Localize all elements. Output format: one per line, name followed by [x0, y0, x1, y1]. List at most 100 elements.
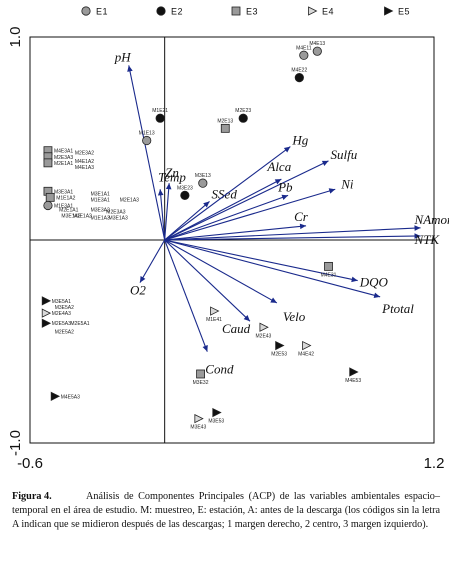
- score-point: M1E3A1: [43, 200, 73, 211]
- score-point: M1E13: [139, 131, 155, 146]
- score-point: M4E5A3: [50, 391, 80, 401]
- vector-label: O2: [130, 283, 146, 298]
- score-point: M2E5A2: [55, 329, 74, 335]
- point-label: M4E42: [298, 352, 314, 358]
- point-label: M2E53: [271, 352, 287, 358]
- point-label: M3E53: [208, 419, 224, 425]
- pca-biplot: E1 E2 E3 E4 E5 -0.6 1.21.0-1.0 pHTempZnSSedAl…: [7, 6, 449, 472]
- point-label: M1E3A1: [54, 203, 73, 209]
- score-point: M4E53: [345, 367, 361, 384]
- score-point: M3E32: [193, 369, 209, 386]
- vector-label: Hg: [291, 133, 308, 148]
- vector-ntk: NTK: [164, 232, 440, 247]
- legend-marker: [384, 6, 394, 16]
- vector-label: DQO: [359, 275, 389, 290]
- point-label: M3E1A2: [61, 214, 80, 220]
- caption-text: Análisis de Componentes Principales (ACP…: [12, 491, 440, 530]
- score-point: M2E1A1: [59, 208, 78, 214]
- point-marker: [324, 261, 333, 271]
- caption-label: Figura 4.: [12, 491, 52, 502]
- point-label: M3E13: [195, 173, 211, 179]
- point-label: M2E5A3: [52, 321, 71, 327]
- vector-label: Cond: [205, 362, 234, 377]
- score-point: M2E53: [271, 340, 287, 358]
- point-label: M1E1A2: [73, 214, 92, 220]
- score-point: M3E5A1: [41, 296, 71, 306]
- point-label: M4E1A2: [75, 159, 94, 165]
- score-point: M2E23: [235, 108, 251, 123]
- legend-item-e1: E1: [81, 6, 108, 17]
- point-marker: [41, 296, 52, 306]
- x-tick-label: 1.2: [424, 455, 445, 472]
- score-point: M2E3A3: [106, 210, 125, 216]
- point-marker: [194, 413, 204, 424]
- score-point: M1E1A3: [91, 216, 110, 222]
- score-point: M1E1A2: [73, 214, 92, 220]
- point-marker: [198, 178, 208, 188]
- vector-caud: Caud: [164, 239, 251, 336]
- point-label: M3E5A1: [52, 299, 71, 305]
- point-marker: [212, 407, 222, 418]
- vector-dqo: DQO: [164, 239, 389, 290]
- legend-item-e5: E5: [384, 6, 410, 17]
- point-marker: [45, 192, 55, 202]
- score-point: M2E43: [256, 322, 272, 339]
- vector-label: Velo: [283, 309, 306, 324]
- point-label: M2E5A2: [55, 329, 74, 335]
- point-marker: [41, 318, 52, 328]
- vector-ptotal: Ptotal: [164, 239, 414, 316]
- point-label: M4E53: [345, 378, 361, 384]
- score-point: M1E3A1: [91, 197, 110, 203]
- point-label: M1E21: [152, 108, 168, 114]
- score-point: M2E5A1: [70, 321, 89, 327]
- legend-item-e3: E3: [231, 7, 258, 17]
- score-point: M4E11: [296, 45, 312, 60]
- legend-label: E3: [246, 7, 258, 17]
- vector-temp: Temp: [157, 169, 186, 241]
- vector-label: pH: [114, 49, 132, 64]
- vector-ni: Ni: [164, 176, 354, 241]
- vector-cond: Cond: [164, 239, 234, 377]
- point-label: M3E1A3: [109, 216, 128, 222]
- score-point: M3E1A2: [61, 214, 80, 220]
- vector-pb: Pb: [164, 179, 293, 241]
- vector-label: NAmon: [414, 212, 449, 227]
- y-tick-label: -1.0: [7, 430, 24, 456]
- vector-label: Alca: [266, 159, 291, 174]
- vector-ph: pH: [114, 49, 166, 241]
- score-point: M2E5A3: [41, 318, 71, 328]
- vector-label: Zn: [165, 165, 179, 180]
- point-label: M2E5A1: [70, 321, 89, 327]
- score-point: M4E13: [309, 41, 325, 56]
- vector-label: Pb: [277, 179, 293, 194]
- figure-caption: Figura 4. Análisis de Componentes Princip…: [12, 490, 440, 532]
- score-point: M4E42: [298, 340, 314, 358]
- point-label: M4E13: [309, 41, 325, 47]
- vector-label: Temp: [158, 169, 186, 184]
- vector-label: Ni: [340, 176, 354, 191]
- point-marker: [238, 113, 248, 123]
- point-label: M1E41: [206, 317, 222, 323]
- legend-item-e2: E2: [156, 6, 183, 17]
- score-point: M2E1A1: [43, 158, 73, 168]
- point-marker: [220, 123, 230, 133]
- score-point: M2E4A3: [41, 308, 71, 318]
- legend-label: E4: [322, 7, 334, 17]
- point-marker: [349, 367, 359, 377]
- score-point: M4E31: [321, 261, 337, 278]
- point-label: M3E5A2: [55, 305, 74, 311]
- point-marker: [210, 306, 220, 316]
- legend-label: E2: [171, 7, 183, 17]
- vector-label: Caud: [222, 321, 251, 336]
- score-point: M3E1A3: [109, 216, 128, 222]
- point-label: M2E3A3: [54, 155, 73, 161]
- vector-sulfu: Sulfu: [164, 147, 358, 241]
- point-marker: [50, 391, 61, 401]
- vector-label: Sulfu: [331, 147, 358, 162]
- score-point: M3E13: [195, 173, 211, 188]
- point-label: M1E1A2: [56, 195, 75, 201]
- legend-item-e4: E4: [308, 6, 334, 17]
- score-point: M2E1A3: [120, 197, 139, 203]
- point-label: M3E3A1: [54, 189, 73, 195]
- point-marker: [41, 308, 52, 318]
